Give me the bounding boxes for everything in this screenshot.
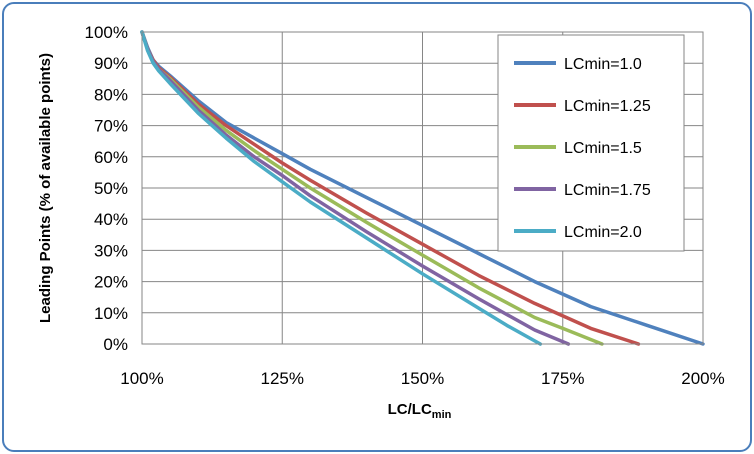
- x-tick-label: 175%: [541, 369, 584, 388]
- y-tick-label: 30%: [94, 241, 128, 260]
- y-tick-label: 40%: [94, 210, 128, 229]
- series-line-4: [140, 30, 543, 346]
- legend-label-3: LCmin=1.75: [564, 182, 651, 199]
- x-tick-label: 125%: [261, 369, 304, 388]
- x-axis-title-subscript: min: [432, 409, 452, 421]
- y-tick-label: 10%: [94, 304, 128, 323]
- x-tick-label: 100%: [120, 369, 163, 388]
- y-tick-label: 50%: [94, 179, 128, 198]
- legend-label-4: LCmin=2.0: [564, 224, 642, 241]
- legend-label-0: LCmin=1.0: [564, 56, 642, 73]
- x-tick-label: 200%: [681, 369, 724, 388]
- y-axis-title: Leading Points (% of available points): [37, 53, 54, 323]
- y-tick-label: 90%: [94, 54, 128, 73]
- x-axis-title: LC/LCmin: [388, 401, 452, 421]
- legend-label-2: LCmin=1.5: [564, 140, 642, 157]
- legend-box: [497, 34, 685, 252]
- y-tick-label: 60%: [94, 148, 128, 167]
- y-tick-label: 80%: [94, 85, 128, 104]
- y-tick-label: 70%: [94, 117, 128, 136]
- y-tick-label: 100%: [85, 23, 128, 42]
- legend: LCmin=1.0 LCmin=1.25 LCmin=1.5 LCmin=1.75 LC…: [497, 34, 685, 252]
- tick-labels: 0% 10% 20% 30% 40% 50% 60% 70% 80% 90% 100% 100% 125…: [85, 23, 725, 388]
- y-tick-label: 20%: [94, 273, 128, 292]
- x-axis-title-main: LC/LC: [388, 401, 432, 418]
- legend-label-1: LCmin=1.25: [564, 98, 651, 115]
- plot-area-border: [141, 31, 704, 345]
- x-tick-label: 150%: [401, 369, 444, 388]
- series-lines: [140, 30, 705, 346]
- line-chart: 0% 10% 20% 30% 40% 50% 60% 70% 80% 90% 100% 100% 125…: [37, 23, 725, 421]
- y-tick-label: 0%: [103, 335, 128, 354]
